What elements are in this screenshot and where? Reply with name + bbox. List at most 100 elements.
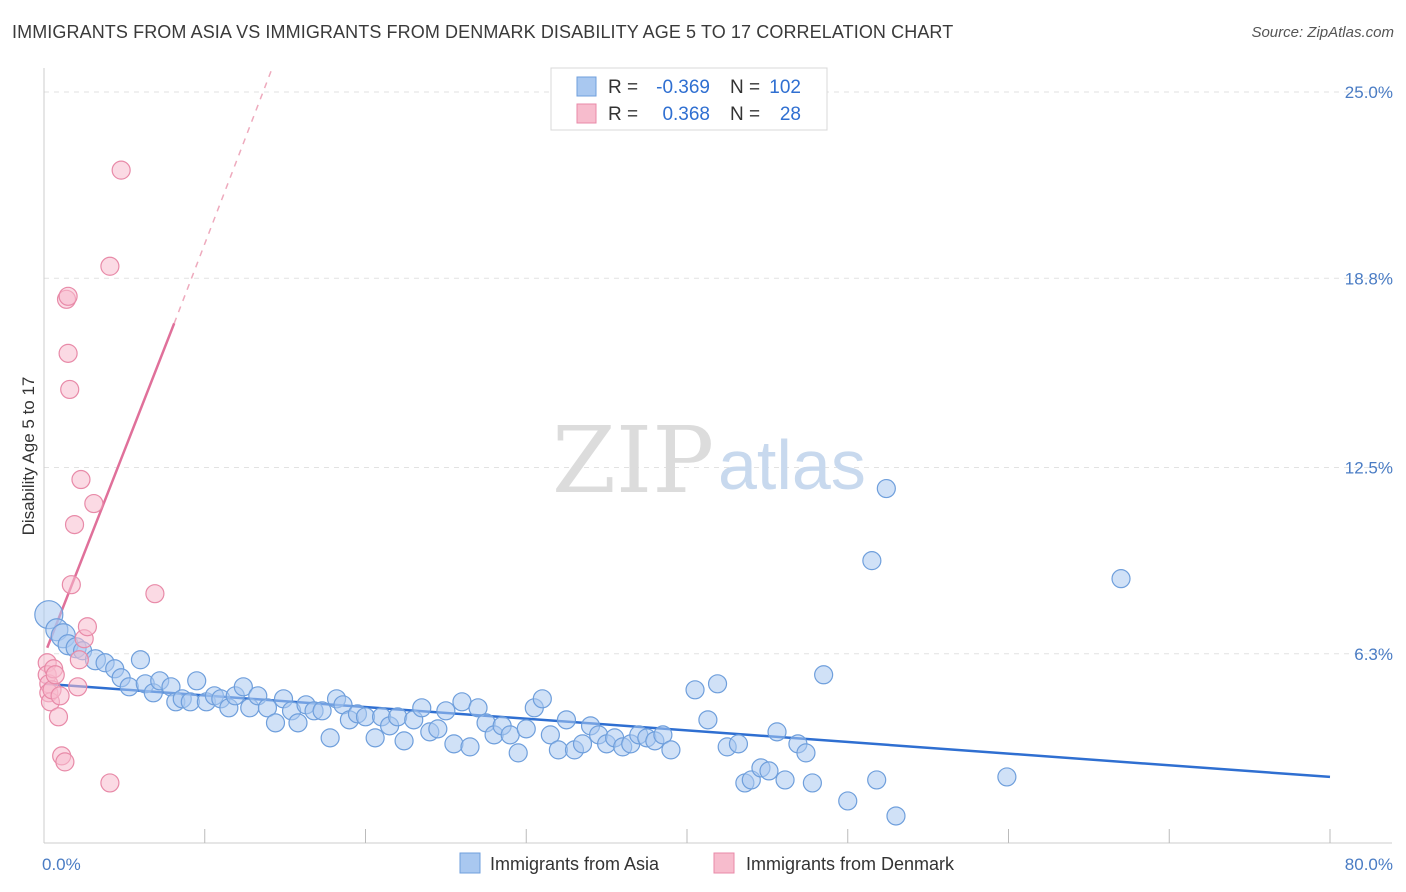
legend-box [550,67,828,131]
legend-n-label-asia: N = [730,77,760,98]
point-denmark [68,677,88,697]
point-denmark [45,665,65,685]
y-tick-label: 25.0% [1345,83,1393,102]
point-asia [460,737,480,757]
point-denmark [55,752,75,772]
series-legend-swatch-asia [459,852,481,874]
point-denmark [58,286,78,306]
point-asia [838,791,858,811]
point-asia [997,767,1017,787]
point-asia [233,677,253,697]
point-asia [685,680,705,700]
point-asia [130,650,151,670]
point-asia [180,692,200,712]
x-tick-marks [204,829,1331,843]
legend-n-label-denmark: N = [730,104,760,125]
point-asia [661,740,681,760]
y-axis-label: Disability Age 5 to 17 [19,377,38,536]
series-legend-label-denmark: Immigrants from Denmark [746,854,955,874]
point-asia [119,677,139,697]
point-asia [796,743,816,763]
point-asia [759,761,779,781]
source-label: Source: ZipAtlas.com [1251,24,1394,41]
series-legend-swatch-denmark [713,852,735,874]
point-asia [394,731,414,751]
point-asia [556,710,577,730]
axes [43,68,1392,844]
trend-line-denmark-extension [173,67,273,324]
point-asia [532,689,552,709]
watermark-zip: ZIP [552,407,714,514]
point-denmark [69,650,89,670]
grid-lines [44,91,1392,655]
legend-swatch-denmark [576,103,597,124]
point-asia [867,770,887,790]
point-asia [508,743,528,763]
point-asia [468,698,488,718]
y-tick-labels: 6.3% 12.5% 18.8% 25.0% [1345,83,1393,664]
point-asia [548,740,569,760]
point-asia [653,725,673,745]
point-asia [355,707,376,727]
point-asia [886,806,906,826]
chart-title: IMMIGRANTS FROM ASIA VS IMMIGRANTS FROM … [12,22,954,42]
legend-r-value-asia: -0.369 [656,77,710,98]
point-asia [862,551,882,571]
point-denmark [61,575,81,595]
legend-swatch-asia [576,76,597,97]
series-legend-label-asia: Immigrants from Asia [490,854,660,874]
point-denmark [84,493,104,514]
point-asia [876,478,896,499]
point-asia [187,671,207,691]
point-asia [572,734,593,754]
point-asia [288,713,308,733]
point-asia [444,734,464,754]
data-points [34,160,1131,826]
point-asia [388,707,408,727]
point-denmark [60,379,80,400]
point-asia [698,710,718,730]
point-denmark [71,469,91,490]
legend-r-label-denmark: R = [608,104,638,125]
point-asia [775,770,795,790]
point-denmark [48,707,69,727]
point-asia [428,719,448,739]
point-asia [365,728,385,748]
y-tick-label: 18.8% [1345,269,1393,288]
watermark-atlas: atlas [718,426,866,504]
correlation-legend: R = -0.369 N = 102 R = 0.368 N = 28 [550,67,828,131]
y-tick-label: 6.3% [1354,645,1393,664]
point-asia [452,692,472,712]
series-legend: Immigrants from Asia Immigrants from Den… [459,852,955,874]
x-tick-label-max: 80.0% [1345,855,1393,874]
point-asia [312,701,332,721]
point-denmark [50,686,70,706]
point-asia [320,728,340,748]
y-tick-label: 12.5% [1345,459,1393,478]
legend-r-value-denmark: 0.368 [662,104,710,125]
point-asia [1111,569,1131,589]
point-asia [728,734,749,754]
point-denmark [77,617,98,637]
point-asia [265,713,286,733]
point-asia [412,698,432,718]
point-denmark [111,160,131,180]
watermark: ZIP atlas [552,407,866,514]
legend-r-label-asia: R = [608,77,638,98]
point-denmark [64,514,85,535]
point-asia [707,674,728,694]
point-denmark [100,773,120,793]
point-denmark [100,256,120,276]
point-asia [436,701,456,721]
legend-n-value-asia: 102 [769,77,801,98]
point-asia [257,698,278,718]
point-asia [540,725,560,745]
point-asia [767,722,787,742]
legend-n-value-denmark: 28 [780,104,801,125]
point-asia [814,665,834,685]
x-tick-label-min: 0.0% [42,855,81,874]
point-denmark [145,584,165,604]
point-asia [802,773,822,793]
point-asia [516,719,536,739]
